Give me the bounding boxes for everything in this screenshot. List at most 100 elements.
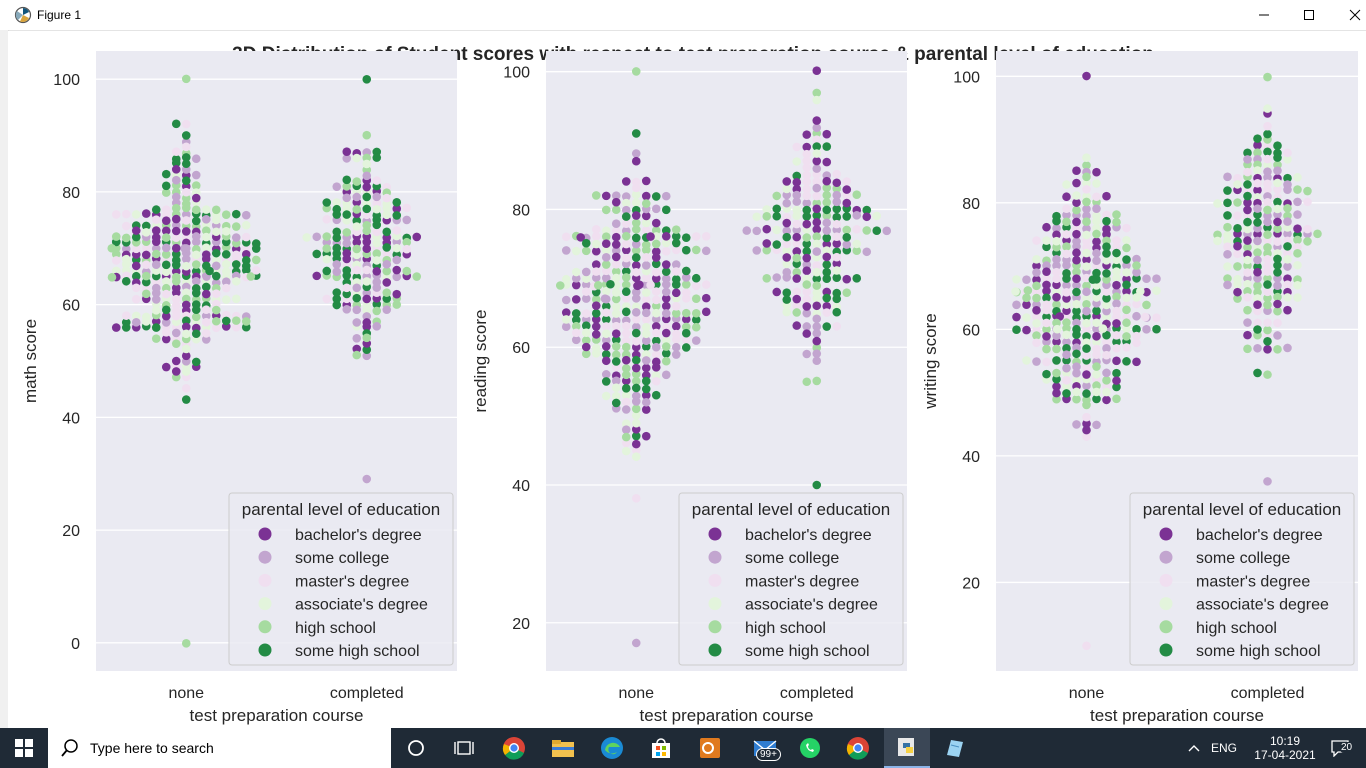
data-point — [581, 238, 591, 248]
data-point — [1243, 217, 1252, 227]
data-point — [161, 362, 171, 372]
data-point — [1273, 166, 1282, 175]
data-point — [231, 222, 241, 231]
data-point — [1082, 641, 1091, 651]
data-point — [191, 193, 201, 203]
data-point — [852, 246, 862, 256]
data-point — [601, 350, 611, 359]
x-tick-label: none — [1069, 685, 1105, 702]
outlook-button[interactable] — [690, 728, 730, 768]
mail-button[interactable]: 99+ — [744, 728, 788, 768]
edge-button[interactable] — [592, 728, 632, 768]
data-point — [671, 321, 681, 331]
data-point — [402, 244, 412, 254]
data-point — [691, 322, 701, 332]
data-point — [1263, 267, 1272, 276]
whatsapp-button[interactable] — [790, 728, 830, 768]
data-point — [1082, 299, 1091, 309]
data-point — [581, 336, 591, 345]
data-point — [1102, 344, 1111, 353]
data-point — [221, 210, 231, 219]
data-point — [1012, 300, 1021, 310]
data-point — [571, 328, 581, 338]
data-point — [382, 243, 392, 252]
legend-entry: some college — [745, 550, 839, 567]
data-point — [641, 273, 651, 283]
store-button[interactable] — [641, 728, 681, 768]
data-point — [231, 209, 241, 219]
data-point — [822, 190, 832, 200]
data-point — [1112, 217, 1121, 227]
data-point — [1042, 293, 1051, 303]
data-point — [661, 287, 671, 297]
data-point — [1213, 199, 1222, 208]
data-point — [661, 238, 671, 248]
task-view-button[interactable] — [444, 728, 484, 768]
clock[interactable]: 10:19 17-04-2021 — [1250, 728, 1320, 768]
data-point — [1293, 173, 1302, 182]
data-point — [1273, 204, 1282, 214]
data-point — [631, 404, 641, 414]
data-point — [621, 397, 631, 407]
data-point — [631, 383, 641, 393]
maximize-button[interactable] — [1286, 0, 1332, 30]
notepad-button[interactable] — [934, 728, 974, 768]
data-point — [211, 227, 221, 237]
data-point — [832, 321, 842, 331]
y-tick-label: 100 — [953, 69, 980, 86]
data-point — [621, 336, 631, 346]
data-point — [591, 267, 601, 276]
data-point — [171, 260, 181, 270]
data-point — [1102, 337, 1111, 347]
minimize-button[interactable] — [1241, 0, 1287, 30]
data-point — [571, 321, 581, 331]
data-point — [812, 343, 822, 352]
data-point — [812, 480, 822, 490]
data-point — [762, 224, 772, 234]
data-point — [362, 153, 372, 163]
chrome-profile-button[interactable] — [838, 728, 878, 768]
data-point — [1072, 343, 1081, 353]
start-button[interactable] — [0, 728, 48, 768]
cortana-button[interactable] — [396, 728, 436, 768]
data-point — [571, 246, 581, 256]
data-point — [611, 273, 621, 283]
data-point — [581, 309, 591, 318]
data-point — [107, 243, 117, 253]
data-point — [671, 260, 681, 269]
file-explorer-button[interactable] — [543, 728, 583, 768]
data-point — [1132, 254, 1141, 264]
python-figure-button[interactable] — [884, 728, 930, 768]
data-point — [822, 287, 832, 297]
data-point — [191, 305, 201, 315]
data-point — [812, 247, 822, 256]
data-point — [382, 259, 392, 269]
tray-chevron[interactable] — [1182, 728, 1206, 768]
data-point — [171, 119, 181, 129]
data-point — [621, 390, 631, 400]
data-point — [671, 232, 681, 241]
data-point — [591, 315, 601, 324]
data-point — [362, 221, 372, 230]
notification-button[interactable]: 20 — [1322, 728, 1358, 768]
legend-entry: associate's degree — [295, 597, 428, 614]
language-indicator[interactable]: ENG — [1206, 728, 1242, 768]
data-point — [1112, 236, 1121, 245]
data-point — [181, 216, 191, 225]
data-point — [1052, 261, 1061, 270]
data-point — [601, 286, 611, 296]
data-point — [1273, 217, 1282, 227]
data-point — [1122, 318, 1131, 328]
data-point — [631, 445, 641, 455]
data-point — [1092, 394, 1101, 404]
taskbar-search-box[interactable]: Type here to search — [48, 728, 391, 768]
data-point — [606, 279, 615, 289]
data-point — [141, 250, 151, 260]
data-point — [1313, 229, 1322, 239]
data-point — [641, 218, 651, 228]
close-button[interactable] — [1332, 0, 1366, 30]
chrome-taskbar-button[interactable] — [494, 728, 534, 768]
data-point — [171, 272, 181, 282]
data-point — [611, 321, 621, 331]
data-point — [651, 342, 661, 352]
